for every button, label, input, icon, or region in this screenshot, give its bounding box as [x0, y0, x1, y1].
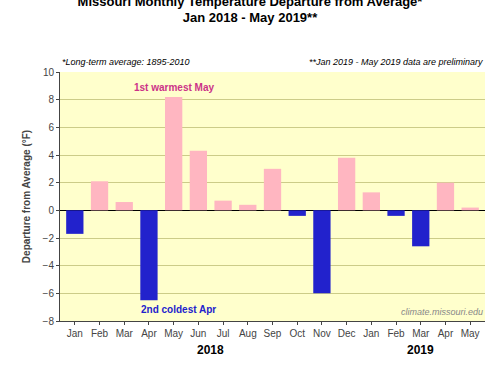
svg-text:May: May [461, 328, 480, 339]
svg-text:climate.missouri.edu: climate.missouri.edu [401, 307, 483, 317]
svg-text:Jun: Jun [190, 328, 206, 339]
svg-text:−2: −2 [43, 233, 55, 244]
svg-text:0: 0 [48, 205, 54, 216]
svg-text:2: 2 [48, 177, 54, 188]
svg-text:Jan: Jan [363, 328, 379, 339]
svg-text:Sep: Sep [264, 328, 282, 339]
svg-text:−6: −6 [43, 288, 55, 299]
svg-text:Oct: Oct [289, 328, 305, 339]
svg-text:Feb: Feb [387, 328, 405, 339]
svg-text:Aug: Aug [239, 328, 257, 339]
svg-text:May: May [164, 328, 183, 339]
svg-text:Jan: Jan [67, 328, 83, 339]
svg-text:Jul: Jul [217, 328, 230, 339]
svg-text:Feb: Feb [91, 328, 109, 339]
svg-text:Apr: Apr [438, 328, 454, 339]
svg-text:6: 6 [48, 122, 54, 133]
svg-text:Dec: Dec [338, 328, 356, 339]
svg-text:−8: −8 [43, 316, 55, 327]
svg-text:−4: −4 [43, 260, 55, 271]
svg-text:Nov: Nov [313, 328, 331, 339]
svg-text:Apr: Apr [141, 328, 157, 339]
svg-text:Departure from Average (°F): Departure from Average (°F) [21, 130, 32, 263]
svg-text:1st warmest May: 1st warmest May [134, 82, 214, 93]
svg-text:4: 4 [48, 150, 54, 161]
svg-text:Missouri Monthly Temperature D: Missouri Monthly Temperature Departure f… [78, 0, 424, 25]
svg-text:Mar: Mar [116, 328, 134, 339]
svg-text:Mar: Mar [412, 328, 430, 339]
svg-text:2nd coldest Apr: 2nd coldest Apr [141, 304, 216, 315]
svg-text:10: 10 [43, 67, 55, 78]
svg-text:2018: 2018 [197, 343, 224, 357]
svg-text:*Long-term average: 1895-2010: *Long-term average: 1895-2010 [62, 57, 190, 67]
svg-text:2019: 2019 [407, 343, 434, 357]
svg-text:**Jan 2019 - May 2019 data are: **Jan 2019 - May 2019 data are prelimina… [309, 57, 483, 67]
svg-text:8: 8 [48, 94, 54, 105]
